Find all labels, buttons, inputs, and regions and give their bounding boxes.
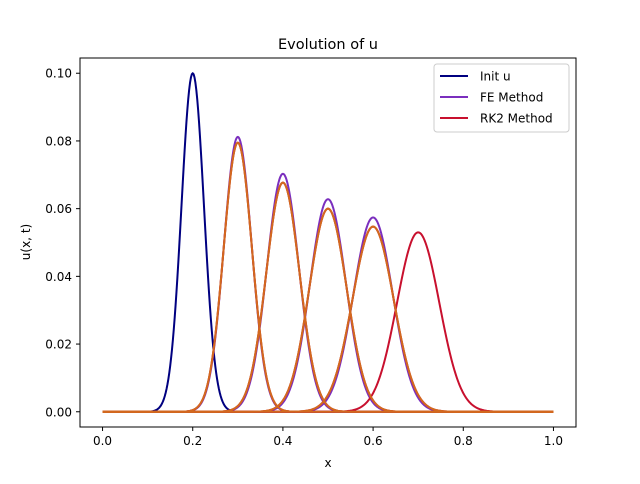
legend-label: Init u bbox=[480, 70, 511, 84]
series-4-curve-4 bbox=[102, 225, 554, 413]
series-lines bbox=[102, 72, 554, 413]
y-tick-label: 0.06 bbox=[45, 202, 72, 216]
x-tick-label: 0.6 bbox=[364, 434, 383, 448]
legend-label: RK2 Method bbox=[480, 112, 553, 126]
y-tick-label: 0.10 bbox=[45, 67, 72, 81]
chart-title: Evolution of u bbox=[278, 37, 378, 53]
x-tick-label: 0.0 bbox=[93, 434, 112, 448]
y-tick-label: 0.00 bbox=[45, 405, 72, 419]
x-tick-label: 0.4 bbox=[273, 434, 292, 448]
y-tick-label: 0.02 bbox=[45, 338, 72, 352]
x-tick-label: 0.8 bbox=[454, 434, 473, 448]
y-tick-label: 0.08 bbox=[45, 134, 72, 148]
legend-label: FE Method bbox=[480, 91, 543, 105]
legend-box bbox=[433, 63, 570, 133]
y-axis-label: u(x, t) bbox=[19, 224, 33, 260]
y-axis-ticks: 0.00 0.02 0.04 0.06 0.08 0.10 bbox=[45, 67, 80, 419]
x-tick-label: 0.2 bbox=[183, 434, 202, 448]
x-axis-label: x bbox=[324, 456, 331, 470]
legend: Init u FE Method RK2 Method bbox=[433, 63, 570, 133]
x-tick-label: 1.0 bbox=[544, 434, 563, 448]
y-tick-label: 0.04 bbox=[45, 270, 72, 284]
x-axis-ticks: 0.0 0.2 0.4 0.6 0.8 1.0 bbox=[93, 427, 563, 448]
axes-frame bbox=[79, 57, 577, 428]
